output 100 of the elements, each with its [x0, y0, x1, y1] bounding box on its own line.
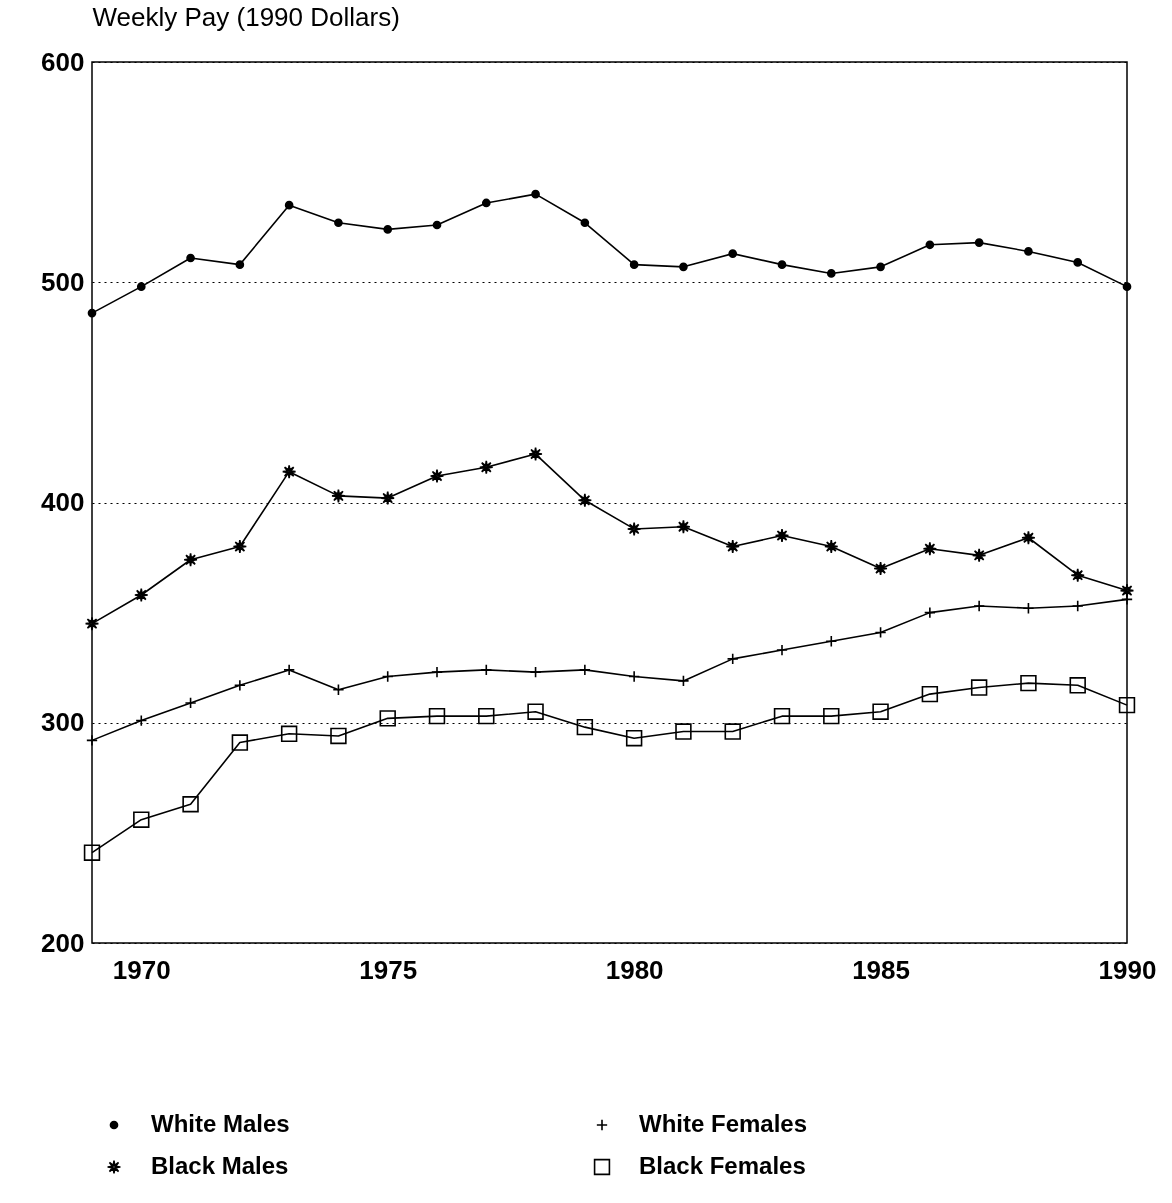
point — [675, 723, 692, 740]
point — [724, 723, 741, 740]
legend-label: White Females — [639, 1110, 808, 1137]
point — [1070, 567, 1085, 583]
point — [231, 734, 249, 751]
point — [432, 220, 442, 230]
point — [133, 811, 150, 828]
y-axis-title: Weekly Pay (1990 Dollars) — [92, 1, 400, 32]
point — [281, 464, 297, 479]
y-tick-label: 600 — [41, 46, 85, 77]
point — [331, 488, 346, 504]
point — [527, 703, 544, 720]
point — [970, 679, 988, 696]
point — [577, 493, 593, 508]
point — [1021, 530, 1036, 545]
point — [679, 262, 688, 272]
point — [479, 460, 494, 475]
point — [971, 548, 987, 563]
point — [1073, 258, 1083, 267]
point — [235, 260, 245, 269]
point — [379, 710, 396, 727]
point — [1020, 674, 1037, 692]
point — [184, 696, 197, 709]
point — [280, 725, 298, 742]
point — [1069, 677, 1086, 694]
point — [824, 539, 839, 554]
point — [1118, 696, 1136, 714]
point — [1024, 247, 1033, 256]
point — [87, 308, 97, 318]
legend-label: White Males — [151, 1110, 290, 1137]
point — [1122, 282, 1132, 291]
point — [480, 663, 493, 676]
point — [429, 468, 445, 484]
point — [481, 198, 491, 208]
point — [135, 714, 148, 727]
point — [728, 249, 738, 258]
point — [428, 707, 446, 725]
legend-label: Black Males — [151, 1152, 289, 1179]
point — [1022, 602, 1035, 615]
point — [334, 218, 343, 228]
y-tick-label: 300 — [41, 707, 85, 738]
point — [1119, 583, 1135, 598]
point — [283, 663, 296, 676]
point — [921, 685, 939, 703]
point — [873, 561, 888, 576]
x-tick-label: 1985 — [852, 954, 910, 985]
point — [925, 240, 935, 250]
point — [973, 600, 986, 612]
point — [776, 644, 788, 657]
point — [381, 670, 394, 683]
y-tick-label: 500 — [41, 266, 85, 297]
point — [626, 521, 642, 537]
point — [332, 683, 345, 696]
point — [773, 707, 791, 725]
point — [629, 260, 639, 269]
point — [922, 541, 938, 556]
point — [628, 670, 641, 683]
x-tick-label: 1970 — [112, 954, 171, 985]
legend-label: Black Females — [639, 1152, 806, 1179]
point — [183, 552, 198, 567]
point — [774, 528, 790, 543]
point — [528, 446, 543, 462]
point — [1071, 600, 1084, 612]
point — [531, 189, 540, 199]
x-tick-label: 1980 — [605, 954, 664, 985]
point — [874, 626, 887, 639]
point — [725, 539, 740, 554]
point — [284, 200, 294, 210]
point — [431, 666, 443, 679]
y-tick-label: 200 — [41, 927, 85, 958]
point — [826, 269, 836, 278]
point — [86, 734, 98, 747]
point — [380, 490, 395, 506]
point — [872, 703, 889, 720]
point — [676, 519, 691, 534]
point — [233, 679, 246, 692]
point — [529, 666, 542, 679]
point — [576, 718, 594, 736]
point — [677, 674, 690, 687]
x-tick-label: 1990 — [1098, 954, 1157, 985]
point — [134, 587, 149, 603]
point — [83, 844, 101, 861]
point — [726, 652, 739, 665]
point — [84, 616, 100, 631]
y-tick-label: 400 — [41, 487, 85, 517]
point — [923, 606, 936, 619]
point — [580, 218, 590, 228]
point — [777, 260, 787, 269]
point — [383, 225, 393, 234]
point — [876, 262, 885, 272]
point — [625, 729, 643, 747]
point — [182, 796, 199, 813]
x-tick-label: 1975 — [359, 954, 418, 985]
point — [330, 727, 347, 745]
point — [478, 707, 495, 725]
point — [823, 707, 840, 725]
point — [136, 282, 146, 291]
point — [186, 253, 195, 263]
point — [232, 539, 248, 554]
point — [974, 238, 984, 247]
